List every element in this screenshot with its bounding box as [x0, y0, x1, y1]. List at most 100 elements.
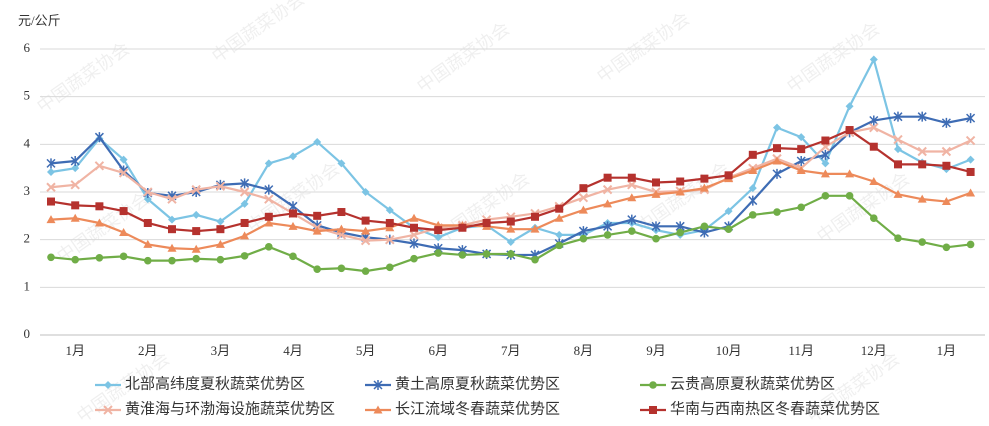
marker: [700, 222, 709, 231]
marker: [192, 227, 201, 236]
marker: [845, 102, 854, 111]
marker: [458, 251, 467, 259]
marker: [71, 201, 80, 210]
marker: [797, 133, 806, 142]
marker: [361, 267, 370, 275]
marker: [143, 218, 152, 227]
marker: [119, 155, 128, 164]
marker: [821, 192, 830, 200]
marker: [506, 217, 515, 226]
marker: [965, 135, 976, 146]
marker: [386, 263, 394, 272]
marker: [748, 166, 758, 175]
marker: [603, 231, 612, 239]
marker: [70, 180, 80, 190]
marker: [70, 213, 80, 222]
marker: [47, 197, 55, 206]
marker: [46, 215, 56, 224]
marker: [869, 142, 878, 151]
marker: [627, 180, 637, 190]
marker: [869, 115, 879, 126]
marker: [239, 187, 250, 197]
marker: [264, 159, 273, 168]
marker: [265, 243, 273, 251]
marker: [336, 224, 346, 233]
marker: [724, 225, 733, 233]
marker: [894, 234, 902, 243]
marker: [700, 174, 709, 183]
series: [47, 192, 975, 275]
marker: [749, 211, 757, 219]
marker: [894, 160, 902, 169]
marker: [820, 169, 830, 178]
marker: [870, 214, 878, 223]
legend-label: 华南与西南热区冬春蔬菜优势区: [670, 400, 880, 417]
marker: [337, 208, 346, 217]
marker: [95, 253, 104, 262]
marker: [46, 182, 56, 192]
marker: [409, 238, 419, 249]
marker: [118, 168, 129, 178]
marker: [289, 209, 297, 218]
marker: [942, 243, 951, 252]
marker: [869, 122, 879, 133]
marker: [191, 244, 201, 253]
marker: [652, 234, 660, 243]
marker: [337, 159, 346, 168]
marker: [385, 218, 394, 227]
marker: [313, 137, 322, 146]
y-tick-label: 2: [24, 231, 31, 246]
y-axis-label: 元/公斤: [18, 13, 61, 28]
marker: [773, 123, 781, 132]
marker: [192, 254, 200, 263]
marker: [507, 250, 515, 258]
legend-label: 云贵高原夏秋蔬菜优势区: [670, 375, 835, 392]
marker: [893, 134, 903, 145]
y-tick-label: 4: [24, 135, 31, 150]
marker: [385, 223, 395, 232]
marker: [264, 194, 274, 204]
marker: [95, 202, 104, 211]
marker: [676, 177, 685, 186]
marker: [168, 225, 176, 234]
marker: [893, 111, 903, 122]
marker: [104, 381, 112, 389]
marker: [941, 197, 951, 206]
marker: [966, 155, 975, 164]
marker: [555, 204, 564, 213]
marker: [312, 226, 322, 235]
marker: [578, 205, 588, 214]
marker: [651, 189, 661, 198]
marker: [240, 178, 250, 189]
marker: [434, 233, 443, 242]
marker: [385, 234, 395, 245]
marker: [748, 184, 757, 193]
marker: [337, 264, 346, 273]
marker: [530, 224, 540, 233]
marker: [820, 149, 830, 160]
marker: [143, 195, 152, 204]
marker: [603, 173, 612, 182]
y-tick-label: 6: [24, 40, 31, 55]
watermark: 中国蔬菜协会: [593, 8, 693, 86]
marker: [627, 214, 637, 225]
marker: [628, 227, 636, 235]
marker: [676, 228, 684, 237]
marker: [869, 55, 878, 64]
marker: [264, 218, 274, 227]
x-tick-label: 1月: [937, 343, 957, 358]
line: [50, 56, 972, 244]
marker: [966, 188, 976, 197]
marker: [869, 177, 879, 186]
marker: [313, 211, 322, 220]
marker: [917, 146, 927, 157]
marker: [651, 221, 661, 232]
marker: [240, 199, 249, 208]
marker: [94, 161, 105, 171]
marker: [531, 212, 539, 221]
marker: [579, 184, 588, 193]
marker: [167, 194, 177, 204]
marker: [796, 156, 806, 167]
y-tick-label: 3: [24, 183, 31, 198]
marker: [627, 193, 637, 202]
